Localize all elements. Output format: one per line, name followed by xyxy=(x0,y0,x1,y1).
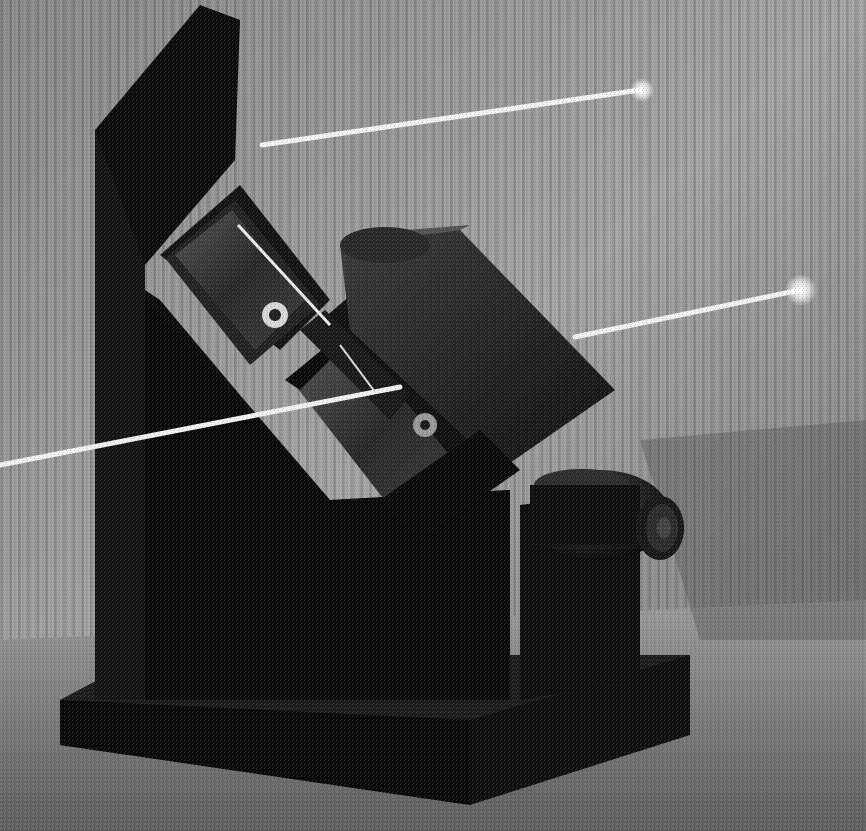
photo-scene xyxy=(0,0,866,831)
grain-overlay xyxy=(0,0,866,831)
